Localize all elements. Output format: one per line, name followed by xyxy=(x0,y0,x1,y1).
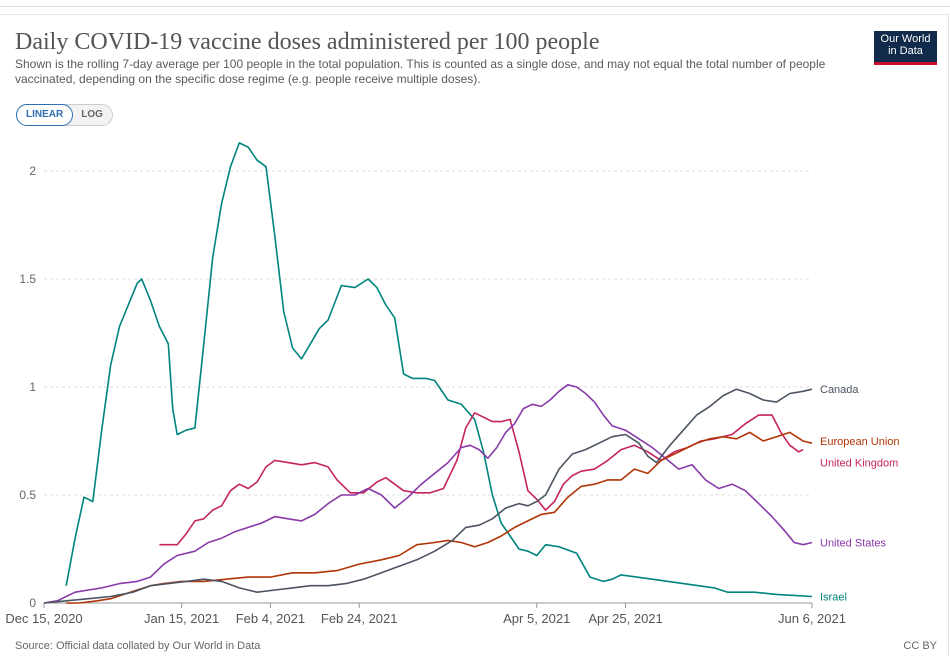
chart-subtitle: Shown is the rolling 7-day average per 1… xyxy=(15,57,826,86)
owid-logo[interactable]: Our World in Data xyxy=(874,31,937,65)
grid-layer xyxy=(44,170,812,496)
chart-title: Daily COVID-19 vaccine doses administere… xyxy=(15,29,600,55)
line-chart: 0 0.5 1 1.5 2 Dec 15, 2020 Jan 15, 2021 Feb 4, … xyxy=(5,142,900,626)
legend-labels: Israel United Kingdom United States Europea… xyxy=(820,384,900,603)
axis-layer: 0 0.5 1 1.5 2 Dec 15, 2020 Jan 15, 2021 Feb 4, … xyxy=(5,164,846,626)
series-lines xyxy=(43,142,813,604)
x-tick-label: Dec 15, 2020 xyxy=(5,611,82,626)
y-tick-label: 0 xyxy=(29,596,36,610)
x-tick-label: Apr 25, 2021 xyxy=(588,611,662,626)
logo-line-1: Our World xyxy=(880,33,931,45)
y-tick-label: 1.5 xyxy=(19,272,36,286)
legend-label-united-kingdom[interactable]: United Kingdom xyxy=(820,458,898,470)
y-tick-label: 0.5 xyxy=(19,488,36,502)
source-note: Source: Official data collated by Our Wo… xyxy=(15,640,261,652)
x-tick-label: Jan 15, 2021 xyxy=(144,611,219,626)
x-tick-label: Feb 24, 2021 xyxy=(321,611,398,626)
x-tick-label: Apr 5, 2021 xyxy=(503,611,570,626)
license-link[interactable]: CC BY xyxy=(903,640,937,652)
scale-toggle: LINEAR LOG xyxy=(16,104,113,126)
series-line-israel[interactable] xyxy=(65,142,813,598)
x-tick-label: Feb 4, 2021 xyxy=(236,611,305,626)
legend-label-european-union[interactable]: European Union xyxy=(820,436,900,448)
linear-scale-button[interactable]: LINEAR xyxy=(16,104,74,126)
legend-label-united-states[interactable]: United States xyxy=(820,538,887,550)
log-scale-button[interactable]: LOG xyxy=(81,109,103,120)
logo-line-2: in Data xyxy=(888,45,923,57)
x-tick-label: Jun 6, 2021 xyxy=(778,611,846,626)
y-tick-label: 1 xyxy=(29,380,36,394)
legend-label-israel[interactable]: Israel xyxy=(820,592,847,604)
series-line-canada[interactable] xyxy=(43,388,813,604)
series-line-european-union[interactable] xyxy=(66,431,813,604)
legend-label-canada[interactable]: Canada xyxy=(820,384,859,396)
top-bar xyxy=(0,0,950,7)
series-line-united-states[interactable] xyxy=(43,384,813,604)
y-tick-label: 2 xyxy=(29,164,36,178)
chart-card xyxy=(0,14,949,656)
